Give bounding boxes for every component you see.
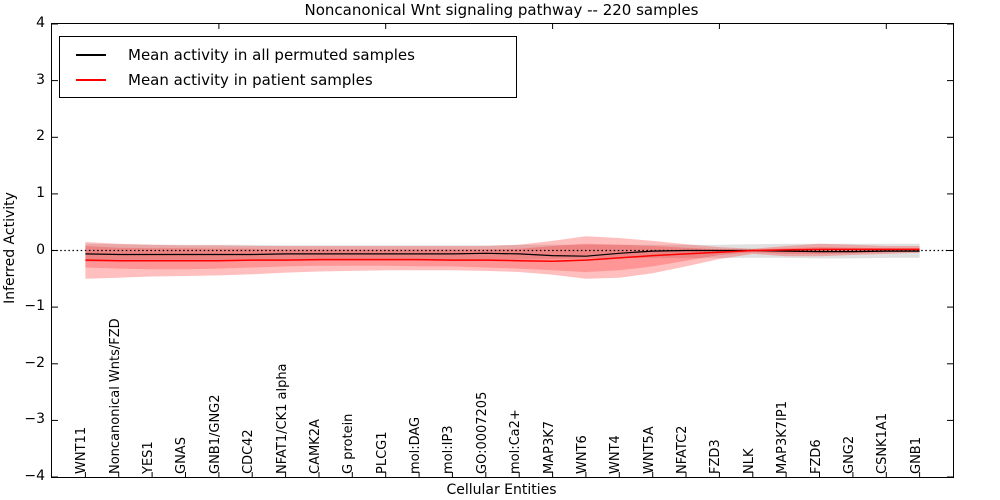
y-tick-label: −3 — [24, 411, 45, 428]
x-tick-label: G protein — [341, 413, 357, 474]
legend-label: Mean activity in all permuted samples — [128, 45, 415, 64]
red-line-swatch — [76, 78, 106, 81]
legend-box: Mean activity in all permuted samples Me… — [59, 36, 517, 98]
x-tick-label: FZD6 — [808, 439, 824, 474]
plot-svg — [52, 24, 953, 477]
x-tick-label: mol:Ca2+ — [508, 409, 524, 474]
x-tick-label: WNT11 — [74, 426, 90, 474]
plot-area — [51, 23, 954, 478]
legend-label: Mean activity in patient samples — [128, 70, 373, 89]
x-tick-label: WNT6 — [574, 435, 590, 474]
y-tick-label: −4 — [24, 468, 45, 484]
x-tick-label: MAP3K7IP1 — [775, 401, 791, 474]
x-tick-label: CSNK1A1 — [875, 412, 891, 474]
x-tick-label: CAMK2A — [307, 419, 323, 474]
y-tick-label: −2 — [24, 354, 45, 371]
x-tick-label: GNB1 — [908, 437, 924, 474]
x-tick-label: GNG2 — [841, 435, 857, 474]
x-tick-label: NFAT1/CK1 alpha — [274, 363, 290, 474]
y-tick-label: 3 — [36, 71, 45, 88]
x-tick-label: MAP3K7 — [541, 420, 557, 474]
x-tick-label: GO:0007205 — [474, 391, 490, 474]
black-line-swatch — [76, 53, 106, 56]
y-tick-label: 1 — [36, 184, 45, 201]
x-tick-label: mol:IP3 — [441, 425, 457, 474]
x-tick-label: NFATC2 — [675, 425, 691, 474]
legend-entry-permuted: Mean activity in all permuted samples — [60, 46, 516, 64]
x-tick-label: WNT5A — [641, 426, 657, 474]
x-tick-label: YES1 — [141, 441, 157, 474]
x-tick-label: WNT4 — [608, 435, 624, 474]
x-tick-label: CDC42 — [241, 429, 257, 474]
legend-entry-patient: Mean activity in patient samples — [60, 71, 516, 89]
x-tick-label: NLK — [741, 448, 757, 475]
x-tick-label: Noncanonical Wnts/FZD — [107, 318, 123, 474]
y-tick-label: 0 — [36, 241, 45, 258]
x-tick-label: GNB1/GNG2 — [207, 394, 223, 474]
chart-title: Noncanonical Wnt signaling pathway -- 22… — [304, 1, 699, 19]
x-tick-label: GNAS — [174, 437, 190, 474]
x-tick-label: FZD3 — [708, 439, 724, 474]
y-tick-label: 4 — [36, 15, 45, 31]
x-tick-label: mol:DAG — [408, 416, 424, 474]
y-tick-label: −1 — [24, 298, 45, 315]
y-tick-label: 2 — [36, 128, 45, 145]
x-tick-label: PLCG1 — [374, 431, 390, 474]
x-axis-title: Cellular Entities — [446, 482, 557, 498]
